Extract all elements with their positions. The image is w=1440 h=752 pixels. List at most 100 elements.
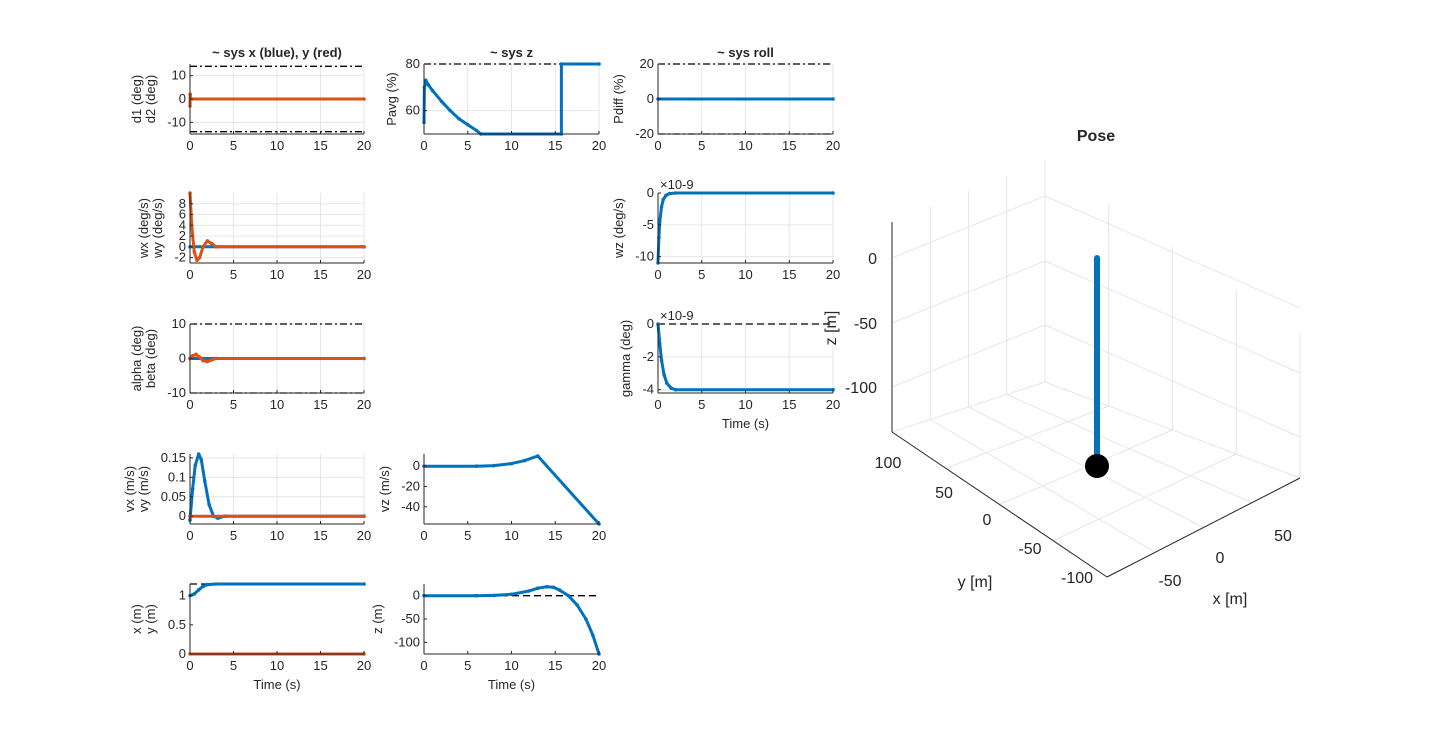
data-point: [201, 584, 205, 589]
series-line-blue: [424, 585, 601, 655]
x-tick-label: 15: [313, 138, 327, 153]
y-axis-label: vy (m/s): [136, 466, 151, 512]
y-tick-label: -10: [167, 385, 186, 400]
grid-line: [1044, 260, 1301, 374]
y-tick-label: -2: [174, 250, 186, 265]
chart-gamma: 0 5 10 15 20 -4 -2 0 ×10-9 Time (s) gamma (deg): [618, 308, 840, 431]
x-tick-label: 5: [464, 528, 471, 543]
y-tick-label: 10: [172, 316, 186, 331]
series-line-red: [188, 192, 364, 262]
chart-title: ~ sys x (blue), y (red): [212, 45, 342, 60]
y-tick-label: 1: [179, 588, 186, 603]
data-point: [426, 83, 431, 87]
chart-z: 0 5 10 15 20 -100 -50 0 Time (s) z (m): [370, 584, 606, 692]
x-tick-label: 10: [738, 397, 752, 412]
data-point: [557, 588, 562, 592]
x-tick-label: -50: [1158, 573, 1181, 590]
data-point: [209, 358, 214, 362]
y-tick-label: 0: [983, 512, 992, 529]
y-axis-label: Pdiff (%): [611, 74, 626, 124]
x-tick-label: 5: [464, 658, 471, 673]
x-tick-label: 5: [230, 658, 237, 673]
data-point: [430, 89, 435, 93]
x-axis-label: Time (s): [488, 677, 535, 692]
x-tick-label: 15: [313, 528, 327, 543]
x-tick-label: 0: [420, 138, 427, 153]
y-tick-label: 0.1: [168, 469, 186, 484]
y-tick-label: 2: [179, 228, 186, 243]
x-tick-label: 0: [654, 267, 661, 282]
y-tick-label: 50: [935, 485, 953, 502]
x-tick-label: 0: [186, 138, 193, 153]
data-point: [664, 381, 669, 385]
data-point: [192, 250, 197, 255]
x-tick-label: 15: [782, 267, 796, 282]
x-axis: [1106, 477, 1301, 578]
y-tick-label: 0: [179, 508, 186, 523]
y-axis-label: x (m): [129, 604, 144, 634]
data-point: [474, 464, 479, 468]
y-axis-label: alpha (deg): [129, 326, 144, 392]
data-point: [535, 586, 540, 590]
x-tick-label: 10: [738, 267, 752, 282]
x-tick-label: 50: [1274, 528, 1292, 545]
y-tick-label: 0: [647, 316, 654, 331]
data-point: [209, 241, 214, 246]
y-tick-label: -20: [401, 478, 420, 493]
y-tick-label: 0: [179, 91, 186, 106]
y-axis-label: d2 (deg): [143, 75, 158, 123]
grid-line: [891, 260, 1046, 324]
x-tick-label: 15: [548, 658, 562, 673]
z-tick-label: -100: [845, 380, 877, 397]
y-tick-label: 0: [413, 588, 420, 603]
x-tick-label: 15: [782, 397, 796, 412]
data-point: [201, 245, 205, 249]
x-tick-label: 10: [270, 528, 284, 543]
data-point: [662, 373, 666, 377]
data-point: [597, 62, 601, 66]
data-point: [831, 191, 835, 195]
data-point: [195, 258, 199, 263]
grid-line: [891, 195, 1046, 259]
x-tick-label: 10: [504, 138, 518, 153]
x-tick-label: 10: [504, 658, 518, 673]
x-tick-label: 20: [357, 528, 371, 543]
y-tick-label: 8: [179, 196, 186, 211]
x-tick-label: 5: [698, 138, 705, 153]
x-tick-label: 10: [270, 138, 284, 153]
data-point: [673, 387, 678, 392]
data-point: [196, 452, 201, 456]
data-point: [544, 585, 549, 589]
y-tick-label: -5: [642, 217, 654, 232]
data-point: [664, 193, 668, 198]
data-point: [492, 463, 496, 468]
data-point: [584, 617, 588, 621]
y-tick-label: 80: [406, 56, 420, 71]
x-tick-label: 10: [270, 267, 284, 282]
x-tick-label: 0: [186, 528, 193, 543]
chart-pavg: 0 5 10 15 20 60 80 ~ sys z Pavg (%): [384, 45, 606, 153]
z-tick-label: -50: [854, 316, 877, 333]
x-tick-label: 0: [420, 528, 427, 543]
vehicle-marker: [1085, 454, 1109, 478]
chart-title: ~ sys z: [490, 45, 534, 60]
x-tick-label: 15: [548, 528, 562, 543]
y-tick-label: 20: [640, 56, 654, 71]
data-point: [448, 108, 453, 113]
x-tick-label: 5: [230, 267, 237, 282]
x-tick-label: 0: [186, 397, 193, 412]
data-point: [474, 128, 479, 133]
x-tick-label: 0: [186, 658, 193, 673]
y-tick-label: 100: [875, 455, 902, 472]
data-point: [457, 117, 461, 121]
y-tick-label: 0: [647, 91, 654, 106]
data-point: [362, 356, 366, 361]
data-point: [509, 592, 514, 597]
x-tick-label: 10: [738, 138, 752, 153]
data-point: [831, 97, 835, 101]
y-axis-label: wx (deg/s): [136, 198, 151, 259]
x-tick-label: 5: [230, 138, 237, 153]
data-point: [559, 62, 564, 66]
